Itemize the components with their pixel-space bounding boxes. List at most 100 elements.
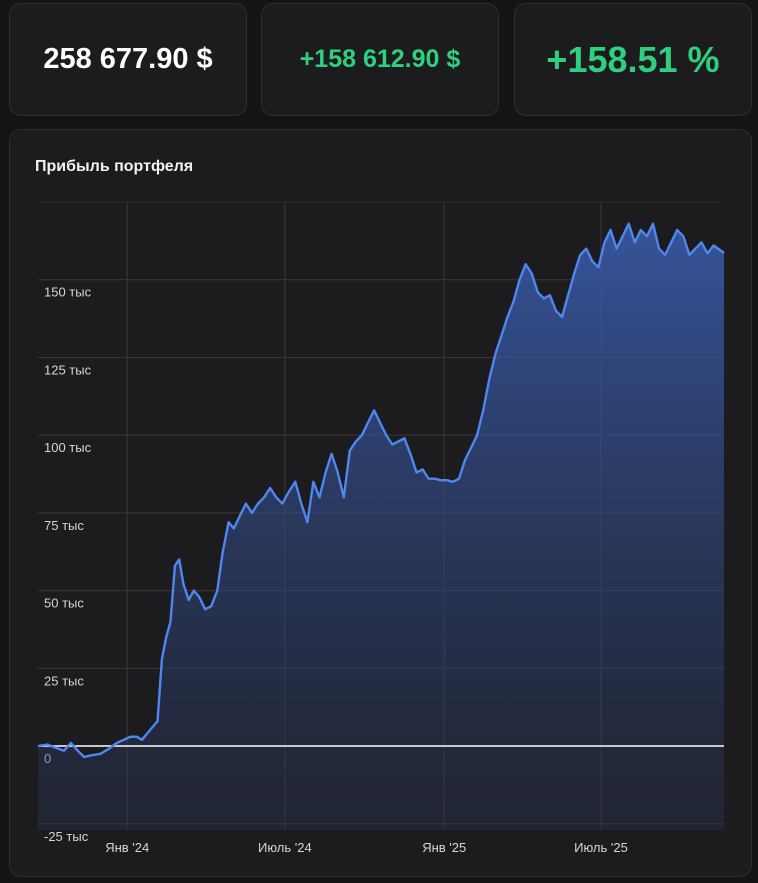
data-point (263, 496, 265, 498)
data-point (161, 658, 163, 660)
data-point (251, 512, 253, 514)
data-point (63, 750, 65, 752)
data-point (604, 241, 606, 243)
data-point (664, 254, 666, 256)
x-tick-label: Июль '24 (258, 840, 312, 855)
data-point (652, 223, 654, 225)
data-point (288, 490, 290, 492)
data-point (640, 229, 642, 231)
data-point (233, 527, 235, 529)
data-point (379, 422, 381, 424)
data-point (500, 335, 502, 337)
data-point (99, 753, 101, 755)
data-point (723, 252, 725, 254)
data-point (507, 316, 509, 318)
data-point (222, 552, 224, 554)
profit-percent-card: +158.51 % (514, 3, 752, 116)
data-point (567, 294, 569, 296)
data-point (54, 747, 56, 749)
data-point (385, 434, 387, 436)
data-point (440, 479, 442, 481)
data-point (198, 596, 200, 598)
data-point (245, 503, 247, 505)
data-point (188, 599, 190, 601)
data-point (464, 459, 466, 461)
data-point (216, 590, 218, 592)
data-point (170, 621, 172, 623)
data-point (610, 229, 612, 231)
y-tick-label: 150 тыс (44, 285, 92, 300)
data-point (361, 434, 363, 436)
data-point (688, 254, 690, 256)
data-point (628, 223, 630, 225)
data-point (178, 559, 180, 561)
data-point (151, 726, 153, 728)
data-point (676, 229, 678, 231)
chart-title: Прибыль портфеля (35, 158, 194, 175)
data-point (165, 636, 167, 638)
data-point (141, 739, 143, 741)
data-point (343, 496, 345, 498)
y-tick-label: 125 тыс (44, 362, 92, 377)
data-point (204, 608, 206, 610)
data-point (561, 316, 563, 318)
data-point (634, 241, 636, 243)
data-point (325, 472, 327, 474)
data-point (403, 437, 405, 439)
data-point (543, 297, 545, 299)
data-point (555, 310, 557, 312)
y-tick-label: -25 тыс (44, 829, 89, 844)
data-point (257, 503, 259, 505)
data-point (239, 515, 241, 517)
data-point (319, 496, 321, 498)
profit-percent: +158.51 % (546, 38, 720, 80)
y-tick-label: 50 тыс (44, 596, 84, 611)
data-point (183, 583, 185, 585)
x-tick-label: Янв '25 (422, 840, 466, 855)
data-point (157, 720, 159, 722)
data-point (470, 447, 472, 449)
data-point (47, 744, 49, 746)
data-point (482, 409, 484, 411)
data-point (355, 440, 357, 442)
data-point (349, 450, 351, 452)
data-point (694, 248, 696, 250)
x-tick-label: Янв '24 (105, 840, 149, 855)
data-point (37, 745, 39, 747)
data-point (83, 756, 85, 758)
data-point (300, 503, 302, 505)
data-point (670, 241, 672, 243)
data-point (458, 478, 460, 480)
data-point (397, 440, 399, 442)
data-point (123, 739, 125, 741)
data-point (452, 481, 454, 483)
data-point (416, 472, 418, 474)
data-point (90, 754, 92, 756)
data-point (193, 590, 195, 592)
data-point (228, 521, 230, 523)
data-point (476, 434, 478, 436)
data-point (519, 279, 521, 281)
data-point (597, 266, 599, 268)
x-tick-label: Июль '25 (574, 840, 628, 855)
data-point (646, 235, 648, 237)
data-point (713, 245, 715, 247)
data-point (210, 605, 212, 607)
data-point (116, 742, 118, 744)
data-point (488, 378, 490, 380)
data-point (294, 481, 296, 483)
y-tick-label: 100 тыс (44, 440, 92, 455)
data-point (573, 273, 575, 275)
data-point (146, 733, 148, 735)
data-point (434, 478, 436, 480)
data-point (591, 260, 593, 262)
data-point (367, 422, 369, 424)
profit-amount-card: +158 612.90 $ (261, 3, 499, 116)
y-tick-label: 25 тыс (44, 673, 84, 688)
data-point (494, 353, 496, 355)
data-point (701, 241, 703, 243)
data-point (337, 472, 339, 474)
data-point (707, 252, 709, 254)
